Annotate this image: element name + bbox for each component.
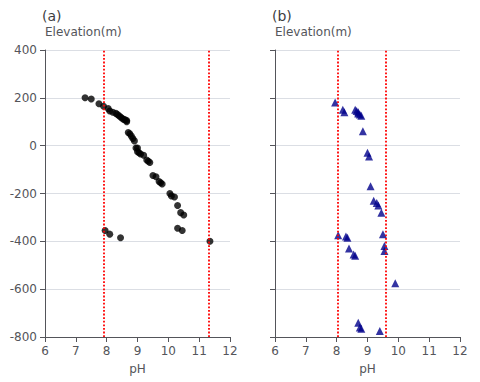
- svg-text:6: 6: [271, 344, 279, 358]
- svg-text:10: 10: [161, 344, 176, 358]
- svg-text:-600: -600: [10, 282, 37, 296]
- svg-text:Elevation(m): Elevation(m): [275, 25, 352, 39]
- svg-text:Elevation(m): Elevation(m): [45, 25, 122, 39]
- svg-text:0: 0: [29, 139, 37, 153]
- svg-text:6: 6: [41, 344, 49, 358]
- svg-text:pH: pH: [359, 362, 376, 376]
- svg-text:9: 9: [364, 344, 372, 358]
- svg-text:8: 8: [333, 344, 341, 358]
- svg-text:(a): (a): [42, 8, 62, 24]
- svg-text:-800: -800: [10, 330, 37, 344]
- svg-text:11: 11: [422, 344, 437, 358]
- svg-text:200: 200: [14, 91, 37, 105]
- svg-text:8: 8: [103, 344, 111, 358]
- svg-text:12: 12: [222, 344, 237, 358]
- svg-text:10: 10: [391, 344, 406, 358]
- svg-text:11: 11: [192, 344, 207, 358]
- svg-text:12: 12: [452, 344, 467, 358]
- svg-text:400: 400: [14, 43, 37, 57]
- svg-text:9: 9: [134, 344, 142, 358]
- svg-text:(b): (b): [272, 8, 292, 24]
- svg-text:-400: -400: [10, 234, 37, 248]
- svg-text:7: 7: [72, 344, 80, 358]
- svg-text:-200: -200: [10, 187, 37, 201]
- svg-text:7: 7: [302, 344, 310, 358]
- svg-text:pH: pH: [129, 362, 146, 376]
